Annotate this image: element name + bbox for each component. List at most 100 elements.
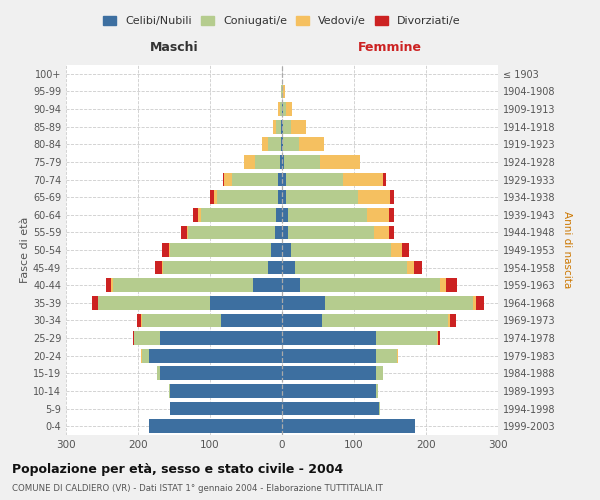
Bar (281, 120, 282, 134)
Bar (383, 172, 386, 186)
Bar (376, 366, 383, 380)
Bar (281, 138, 282, 151)
Bar (286, 102, 292, 116)
Bar (325, 296, 473, 310)
Bar (275, 120, 281, 134)
Bar (281, 84, 282, 98)
Bar (282, 84, 283, 98)
Bar (292, 120, 306, 134)
Bar (282, 366, 376, 380)
Bar (214, 190, 217, 204)
Bar (282, 296, 325, 310)
Bar (282, 384, 376, 398)
Bar (187, 226, 188, 239)
Bar (283, 102, 286, 116)
Bar (320, 155, 360, 169)
Bar (280, 102, 282, 116)
Bar (476, 296, 484, 310)
Bar (92, 296, 98, 310)
Bar (283, 84, 285, 98)
Bar (282, 155, 284, 169)
Bar (283, 120, 292, 134)
Bar (244, 155, 254, 169)
Bar (414, 260, 422, 274)
Bar (286, 190, 358, 204)
Bar (170, 384, 282, 398)
Bar (295, 260, 407, 274)
Bar (188, 226, 275, 239)
Bar (390, 190, 394, 204)
Bar (284, 155, 320, 169)
Bar (199, 208, 200, 222)
Bar (142, 314, 221, 328)
Bar (282, 120, 283, 134)
Bar (160, 331, 282, 345)
Bar (280, 155, 282, 169)
Bar (112, 278, 113, 292)
Bar (106, 278, 112, 292)
Bar (389, 208, 394, 222)
Bar (221, 314, 282, 328)
Bar (397, 349, 398, 362)
Bar (217, 190, 278, 204)
Y-axis label: Fasce di età: Fasce di età (20, 217, 30, 283)
Bar (160, 366, 282, 380)
Bar (438, 331, 440, 345)
Bar (300, 278, 440, 292)
Bar (446, 278, 457, 292)
Bar (268, 260, 282, 274)
Bar (367, 208, 389, 222)
Bar (98, 296, 210, 310)
Bar (200, 208, 276, 222)
Text: Popolazione per età, sesso e stato civile - 2004: Popolazione per età, sesso e stato civil… (12, 462, 343, 475)
Bar (286, 172, 343, 186)
Bar (282, 138, 283, 151)
Bar (288, 226, 374, 239)
Bar (262, 138, 268, 151)
Bar (290, 243, 391, 257)
Bar (278, 102, 280, 116)
Bar (358, 190, 390, 204)
Bar (149, 349, 282, 362)
Bar (149, 420, 282, 433)
Bar (282, 226, 288, 239)
Bar (282, 349, 376, 362)
Bar (282, 190, 286, 204)
Bar (374, 226, 389, 239)
Bar (133, 331, 134, 345)
Bar (282, 420, 415, 433)
Bar (141, 314, 142, 328)
Bar (276, 208, 282, 222)
Y-axis label: Anni di nascita: Anni di nascita (562, 212, 572, 288)
Bar (181, 226, 187, 239)
Bar (282, 208, 288, 222)
Bar (376, 384, 378, 398)
Bar (473, 296, 476, 310)
Bar (440, 278, 446, 292)
Text: Maschi: Maschi (149, 42, 199, 54)
Bar (278, 172, 282, 186)
Text: Femmine: Femmine (358, 42, 422, 54)
Bar (376, 349, 397, 362)
Bar (170, 243, 271, 257)
Bar (162, 260, 163, 274)
Bar (282, 243, 290, 257)
Bar (137, 314, 141, 328)
Bar (232, 172, 278, 186)
Bar (170, 402, 282, 415)
Bar (210, 296, 282, 310)
Bar (271, 243, 282, 257)
Bar (282, 402, 379, 415)
Bar (407, 260, 414, 274)
Bar (224, 172, 232, 186)
Legend: Celibi/Nubili, Coniugati/e, Vedovi/e, Divorziati/e: Celibi/Nubili, Coniugati/e, Vedovi/e, Di… (99, 12, 465, 30)
Bar (169, 384, 170, 398)
Bar (134, 331, 160, 345)
Bar (169, 243, 170, 257)
Bar (389, 226, 394, 239)
Bar (282, 260, 295, 274)
Bar (223, 172, 224, 186)
Text: COMUNE DI CALDIERO (VR) - Dati ISTAT 1° gennaio 2004 - Elaborazione TUTTITALIA.I: COMUNE DI CALDIERO (VR) - Dati ISTAT 1° … (12, 484, 383, 493)
Bar (450, 314, 455, 328)
Bar (322, 314, 448, 328)
